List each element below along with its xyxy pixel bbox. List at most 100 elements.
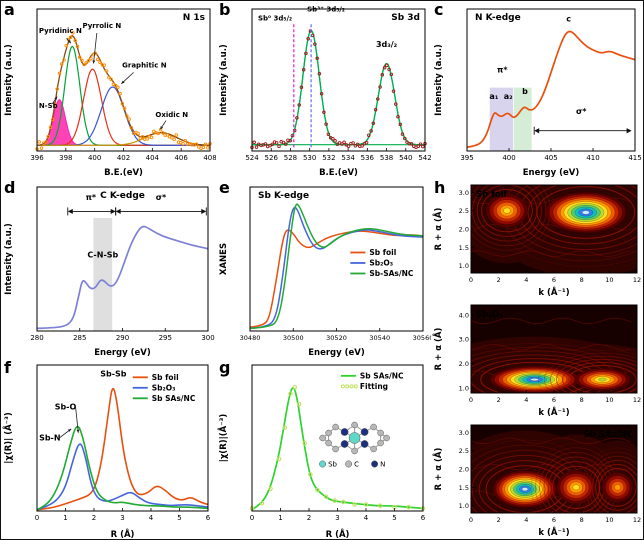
svg-text:Sb-SAs/NC: Sb-SAs/NC (369, 269, 414, 278)
peak-label: Sb-Sb (100, 370, 127, 379)
peak-label: Sb-O (55, 402, 77, 411)
peak-label: σ* (576, 107, 587, 116)
svg-text:R (Å): R (Å) (111, 529, 135, 540)
svg-text:Intensity (a.u.): Intensity (a.u.) (4, 223, 14, 295)
svg-text:8: 8 (580, 276, 584, 284)
svg-text:3.0: 3.0 (459, 336, 469, 344)
wavelet-label: Sb₂O₃ (476, 310, 503, 320)
n-kedge-chart: a₁ a₂ b c π* σ* 395 400 405 410 415 Energy (eV) Inte… (434, 8, 642, 178)
svg-text:Sb₂O₃: Sb₂O₃ (369, 258, 393, 267)
fitted-peaks (252, 29, 425, 146)
svg-text:532: 532 (322, 154, 335, 162)
svg-text:538: 538 (380, 154, 393, 162)
raw-data-points (250, 29, 427, 150)
svg-text:C: C (354, 461, 359, 469)
wavelet-heatmap: Sb SAs/NC (471, 425, 637, 513)
svg-text:XANES: XANES (219, 243, 229, 275)
peak-label: c (566, 15, 571, 24)
svg-text:4.0: 4.0 (459, 311, 469, 319)
svg-text:3.0: 3.0 (459, 189, 469, 197)
svg-text:398: 398 (59, 154, 72, 162)
svg-text:1.0: 1.0 (459, 502, 469, 510)
svg-text:R (Å): R (Å) (326, 529, 350, 540)
svg-text:406: 406 (174, 154, 188, 162)
svg-text:1: 1 (278, 514, 282, 522)
svg-text:534: 534 (341, 154, 355, 162)
wavelet-label: Sb SAs/NC (584, 430, 633, 440)
svg-text:30540: 30540 (369, 334, 390, 342)
svg-text:30480: 30480 (240, 334, 261, 342)
svg-text:10: 10 (605, 276, 613, 284)
svg-text:1: 1 (63, 514, 67, 522)
axes: 524 526 528 530 532 534 536 538 540 542 B.E.(eV) In… (219, 8, 431, 178)
svg-text:415: 415 (628, 154, 641, 162)
svg-text:3: 3 (335, 514, 339, 522)
svg-text:k (Å⁻¹): k (Å⁻¹) (538, 407, 569, 418)
peak-label: Sb-N (39, 434, 61, 443)
peak-label: π* (86, 193, 97, 202)
svg-text:295: 295 (159, 334, 172, 342)
panel-b-sb3d-xps: b Sb⁰ 3d₅/₂ Sb³⁺ 3d₅/₂ 3d₃/₂ 524 526 528 530 53… (216, 1, 431, 179)
svg-text:395: 395 (460, 154, 473, 162)
svg-text:396: 396 (30, 154, 44, 162)
panel-letter-g: g (219, 358, 231, 377)
series-Sb SAs/NC (36, 425, 209, 511)
svg-text:Sb 3d: Sb 3d (391, 13, 420, 23)
svg-text:1.0: 1.0 (459, 262, 469, 270)
series-Sb₂O₃ (249, 206, 424, 330)
panel-h-wavelet-transforms: h Sb foil 0 2 4 6 8 10 12 1.0 1.5 2.0 2.5 3.0 k (Å⁻¹)… (431, 178, 643, 539)
panel-letter-b: b (219, 0, 231, 19)
svg-text:5: 5 (392, 514, 396, 522)
svg-text:30560: 30560 (413, 334, 431, 342)
svg-text:404: 404 (146, 154, 160, 162)
svg-text:2: 2 (307, 514, 311, 522)
svg-text:6: 6 (206, 514, 211, 522)
wavelet-heatmap: Sb foil (471, 185, 637, 273)
peak-label: Oxidic N (155, 111, 188, 119)
peak-label: a₁ (489, 92, 498, 101)
svg-text:1.5: 1.5 (459, 244, 469, 252)
svg-text:402: 402 (117, 154, 130, 162)
panel-f-exafs-ft: f Sb-N Sb-O Sb-Sb Sb foil Sb₂O₃ Sb SAs/NC 0 1 2 3… (1, 358, 216, 540)
svg-text:B.E.(eV): B.E.(eV) (104, 168, 143, 178)
axes: 396 398 400 402 404 406 408 B.E.(eV) Intensity (… (4, 8, 216, 178)
peak-label: N-Sb (39, 102, 58, 110)
svg-text:Intensity (a.u.): Intensity (a.u.) (4, 44, 14, 116)
svg-text:6: 6 (552, 396, 556, 404)
axes: 0 1 2 3 4 5 6 R (Å) |χ(R)|(Å⁻³) (218, 364, 426, 540)
svg-text:Sb: Sb (328, 461, 337, 469)
series-Sb SAs/NC (251, 387, 424, 511)
svg-text:6: 6 (421, 514, 426, 522)
svg-text:Intensity (a.u.): Intensity (a.u.) (219, 44, 229, 116)
svg-text:536: 536 (361, 154, 375, 162)
svg-text:30500: 30500 (283, 334, 304, 342)
legend: Sb SAs/NC Fitting (340, 371, 404, 391)
svg-text:1.5: 1.5 (459, 484, 469, 492)
svg-text:Sb₂O₃: Sb₂O₃ (152, 383, 176, 392)
svg-text:1.0: 1.0 (459, 385, 469, 393)
peak-label: C-N-Sb (87, 251, 118, 260)
svg-text:B.E.(eV): B.E.(eV) (319, 168, 358, 178)
svg-text:Fitting: Fitting (360, 382, 388, 391)
svg-text:2.0: 2.0 (459, 360, 469, 368)
wavelet-heatmap: Sb₂O₃ (471, 305, 637, 393)
svg-text:5: 5 (177, 514, 181, 522)
svg-text:Sb foil: Sb foil (152, 373, 179, 382)
axes: 395 400 405 410 415 Energy (eV) Intensity (a.u… (434, 8, 642, 178)
svg-text:300: 300 (201, 334, 214, 342)
svg-text:4: 4 (149, 514, 154, 522)
svg-text:|χ(R)|(Å⁻³): |χ(R)|(Å⁻³) (218, 414, 229, 463)
raw-data-points (35, 30, 212, 151)
svg-text:400: 400 (502, 154, 515, 162)
wavelet-sb-foil-chart: Sb foil 0 2 4 6 8 10 12 1.0 1.5 2.0 2.5 3.0 k (Å⁻¹) R … (433, 184, 641, 298)
svg-text:2: 2 (497, 276, 501, 284)
svg-text:Sb SAs/NC: Sb SAs/NC (360, 371, 404, 380)
svg-text:528: 528 (284, 154, 297, 162)
svg-text:280: 280 (30, 334, 43, 342)
svg-text:3.0: 3.0 (459, 429, 469, 437)
svg-text:R + α (Å): R + α (Å) (433, 328, 444, 371)
svg-text:2: 2 (497, 516, 501, 524)
svg-text:Intensity (a.u.): Intensity (a.u.) (434, 44, 444, 116)
svg-text:2.0: 2.0 (459, 466, 469, 474)
series-C K-edge (36, 225, 209, 330)
